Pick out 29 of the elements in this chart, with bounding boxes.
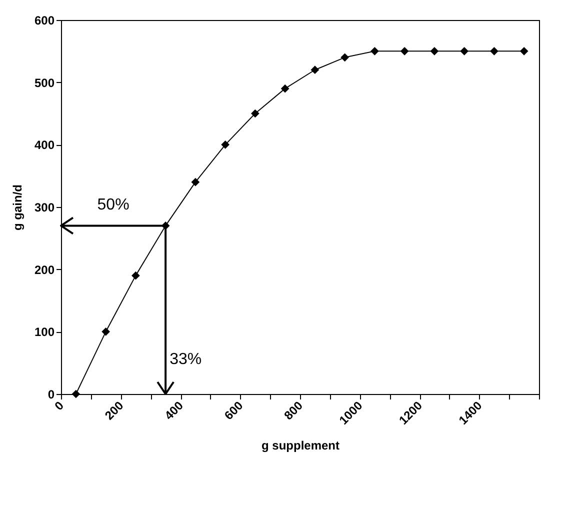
point (72, 390, 80, 398)
x-tick-label: 200 (102, 398, 126, 423)
y-tick-label: 200 (34, 262, 55, 277)
point (132, 271, 140, 280)
point (430, 46, 439, 56)
point (191, 178, 200, 186)
point (251, 109, 260, 118)
x-tick-label: 400 (162, 398, 186, 423)
point (400, 46, 409, 56)
y-axis-title: g gain/d (10, 184, 24, 230)
point (490, 46, 498, 56)
x-axis-title: g supplement (261, 438, 340, 453)
point (370, 46, 379, 56)
y-tick-label: 100 (34, 325, 55, 340)
annotation: 50% (97, 196, 130, 214)
y-tick-label: 600 (34, 14, 55, 28)
point (460, 46, 468, 56)
x-tick-label: 600 (222, 398, 246, 423)
y-tick-label: 400 (34, 138, 55, 152)
point (102, 327, 110, 336)
point (221, 140, 230, 149)
point (280, 84, 290, 93)
y-tick-label: 300 (34, 200, 55, 214)
annotation: 33% (170, 351, 202, 368)
point (340, 53, 349, 62)
y-tick-label: 500 (34, 76, 55, 90)
point (310, 66, 320, 74)
x-tick-label: 800 (281, 398, 306, 423)
point (520, 46, 528, 56)
